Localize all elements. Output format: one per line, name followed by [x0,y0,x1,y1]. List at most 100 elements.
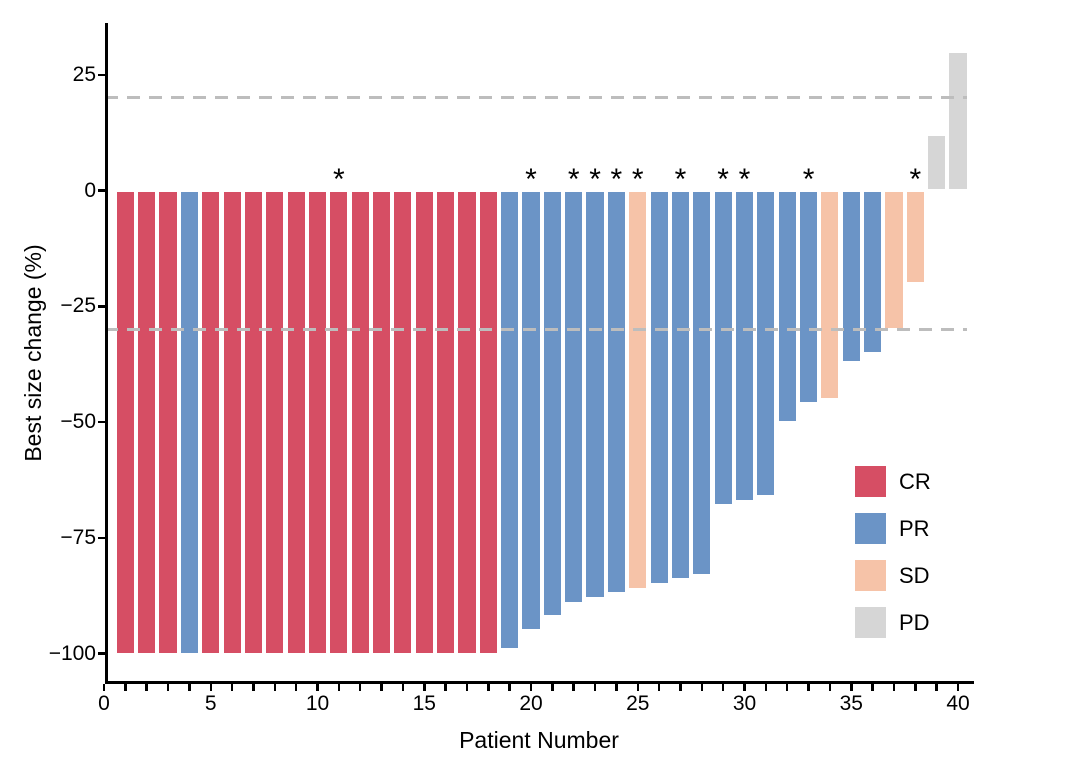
bar-patient-3 [158,190,178,654]
x-tick [956,684,960,691]
x-tick [337,684,341,691]
x-tick [209,684,212,691]
x-tick [935,684,938,691]
x-tick [401,684,405,691]
significance-asterisk-patient-11: * [333,163,345,196]
y-tick [98,420,105,424]
x-tick [572,684,575,691]
bar-patient-10 [307,190,328,654]
legend-row-pd: PD [855,607,931,638]
x-tick [273,684,277,691]
x-tick [551,684,554,691]
bar-patient-11 [329,190,349,654]
bar-patient-2 [137,190,157,654]
significance-asterisk-patient-33: * [802,163,815,196]
bar-patient-16 [436,190,456,654]
bar-patient-29 [713,190,733,506]
y-axis-line [105,23,108,684]
x-axis-line [105,681,974,684]
bar-patient-24 [606,190,626,594]
significance-asterisk-patient-22: * [567,163,580,196]
bar-patient-9 [286,190,306,654]
x-tick-label: 30 [732,692,757,715]
x-tick [871,684,874,691]
legend-swatch-pr [855,513,886,544]
y-tick [98,189,105,192]
significance-asterisk-patient-24: * [610,163,623,196]
x-tick [679,684,682,691]
x-tick [743,684,746,691]
legend: CR PR SD PD [855,466,931,654]
bar-patient-19 [500,190,520,649]
x-tick [252,684,255,691]
legend-row-pr: PR [855,513,931,544]
x-tick [380,684,383,691]
x-tick-label: 40 [946,692,970,715]
bar-patient-17 [457,190,477,654]
x-tick [892,684,896,691]
bar-patient-20 [521,190,541,631]
legend-swatch-sd [855,560,886,591]
bar-patient-35 [841,190,861,362]
bar-patient-32 [777,190,797,422]
legend-label-cr: CR [899,469,931,494]
bar-patient-22 [564,190,584,603]
legend-label-sd: SD [899,563,930,588]
bar-patient-26 [649,190,669,585]
bar-patient-37 [884,190,904,330]
x-tick [764,684,768,691]
x-tick-label: 25 [626,692,650,715]
x-tick [529,684,533,691]
bar-patient-21 [542,190,562,617]
x-tick [102,684,106,691]
x-tick-label: 15 [412,692,436,715]
x-tick-label: 10 [305,692,330,715]
bar-patient-28 [692,190,712,575]
bar-patient-13 [371,190,392,654]
significance-asterisk-patient-29: * [717,163,729,196]
x-tick [423,684,426,691]
significance-asterisk-patient-27: * [674,163,687,196]
legend-row-sd: SD [855,560,931,591]
bar-patient-5 [201,190,221,654]
legend-row-cr: CR [855,466,931,497]
significance-asterisk-patient-20: * [525,163,537,196]
x-tick [124,684,127,691]
x-tick [914,684,917,691]
bar-patient-23 [585,190,605,598]
bar-patient-31 [756,190,776,497]
significance-asterisk-patient-30: * [738,163,751,196]
x-tick-label: 5 [204,692,217,715]
legend-label-pr: PR [899,516,930,541]
x-tick [358,684,362,691]
y-tick-label: −75 [60,525,96,549]
bar-patient-7 [243,190,264,654]
reference-line-plus20 [105,96,967,100]
bar-patient-18 [478,190,498,654]
legend-swatch-pd [855,607,886,638]
x-tick [657,684,661,691]
x-tick [785,684,789,691]
bar-patient-39 [927,134,947,191]
bar-patient-14 [393,190,413,654]
bar-patient-30 [734,190,755,501]
y-tick [98,652,105,655]
y-tick [98,536,105,539]
bar-patient-4 [179,190,199,654]
bar-patient-6 [222,190,242,654]
x-tick-label: 35 [839,692,863,715]
bar-patient-38 [905,190,925,284]
x-tick [294,684,298,691]
bar-patient-40 [948,51,968,191]
x-axis-title: Patient Number [459,727,619,753]
x-tick-label: 0 [98,692,110,715]
y-tick [98,73,105,76]
x-tick [444,684,447,691]
x-tick [850,684,853,691]
y-axis-title: Best size change (%) [20,244,46,462]
x-tick-label: 20 [519,692,543,715]
x-tick [465,684,469,691]
y-tick-label: −25 [60,294,96,318]
x-tick [508,684,511,691]
